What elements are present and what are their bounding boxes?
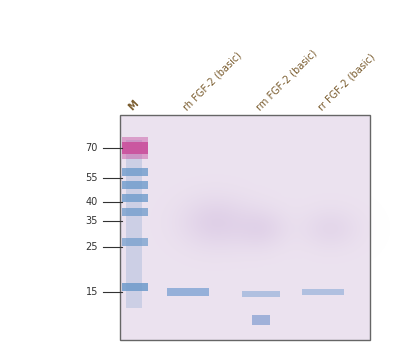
Text: M: M <box>127 98 141 112</box>
Text: 70: 70 <box>86 143 98 153</box>
Text: 55: 55 <box>86 173 98 183</box>
Text: rm FGF-2 (basic): rm FGF-2 (basic) <box>254 48 318 112</box>
Text: 15: 15 <box>86 287 98 297</box>
Text: 35: 35 <box>86 216 98 226</box>
Bar <box>120 115 370 340</box>
Text: rr FGF-2 (basic): rr FGF-2 (basic) <box>316 51 376 112</box>
Text: 40: 40 <box>86 197 98 207</box>
Text: 25: 25 <box>86 242 98 252</box>
Text: rh FGF-2 (basic): rh FGF-2 (basic) <box>181 50 243 112</box>
